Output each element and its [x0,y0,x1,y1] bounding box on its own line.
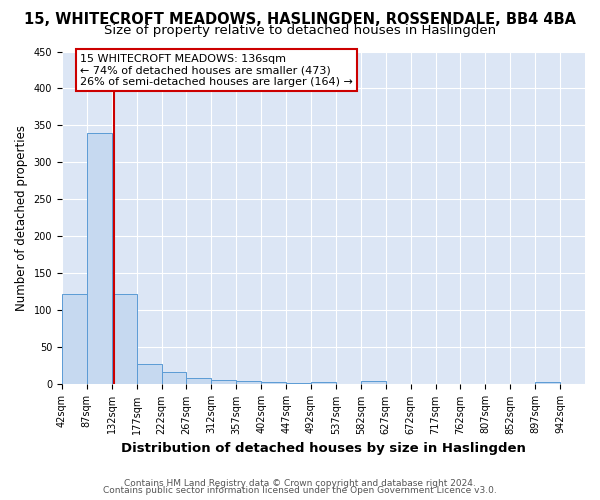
Bar [236,380,261,384]
Y-axis label: Number of detached properties: Number of detached properties [15,125,28,311]
Text: Size of property relative to detached houses in Haslingden: Size of property relative to detached ho… [104,24,496,37]
X-axis label: Distribution of detached houses by size in Haslingden: Distribution of detached houses by size … [121,442,526,455]
Bar [286,383,311,384]
Bar [211,380,236,384]
Bar [311,382,336,384]
Text: Contains HM Land Registry data © Crown copyright and database right 2024.: Contains HM Land Registry data © Crown c… [124,478,476,488]
Bar [112,294,137,384]
Bar [62,294,87,384]
Bar [137,364,161,384]
Text: 15, WHITECROFT MEADOWS, HASLINGDEN, ROSSENDALE, BB4 4BA: 15, WHITECROFT MEADOWS, HASLINGDEN, ROSS… [24,12,576,28]
Bar [87,133,112,384]
Text: 15 WHITECROFT MEADOWS: 136sqm
← 74% of detached houses are smaller (473)
26% of : 15 WHITECROFT MEADOWS: 136sqm ← 74% of d… [80,54,353,87]
Text: Contains public sector information licensed under the Open Government Licence v3: Contains public sector information licen… [103,486,497,495]
Bar [187,378,211,384]
Bar [535,382,560,384]
Bar [261,382,286,384]
Bar [161,372,187,384]
Bar [361,382,386,384]
